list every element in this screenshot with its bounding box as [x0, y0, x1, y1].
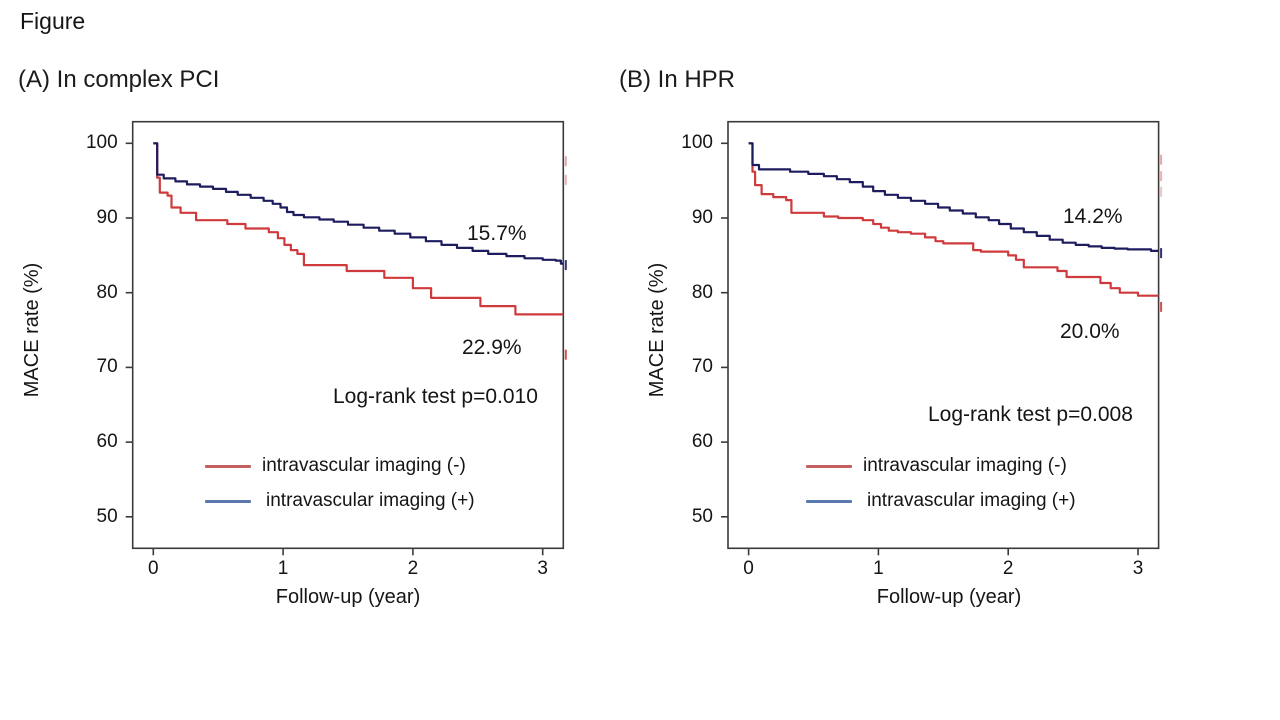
x-axis-label: Follow-up (year)	[275, 586, 421, 608]
legend-line-imaging-minus	[806, 465, 852, 468]
panel-a-complex-pci: (A) In complex PCI MACE rate (%) Follow-…	[18, 66, 548, 608]
y-tick-label-50: 50	[96, 505, 118, 527]
y-tick-label-80: 80	[691, 281, 713, 303]
x-tick-label-2: 2	[407, 558, 419, 580]
y-axis-label: MACE rate (%)	[646, 262, 668, 398]
y-tick-label-90: 90	[691, 207, 713, 228]
legend-label-imaging-minus: intravascular imaging (-)	[262, 455, 466, 476]
x-axis-label: Follow-up (year)	[876, 586, 1022, 608]
y-tick-label-70: 70	[96, 356, 118, 378]
y-tick-label-100: 100	[681, 132, 713, 154]
y-axis-label: MACE rate (%)	[21, 262, 43, 398]
x-tick-label-0: 0	[148, 558, 159, 580]
panel-b-hpr: (B) In HPR MACE rate (%) Follow-up (year…	[601, 0, 1280, 720]
x-tick-label-3: 3	[1132, 558, 1144, 580]
event-rate-label-imaging-minus: 22.9%	[462, 336, 522, 359]
event-rate-label-imaging-plus: 15.7%	[467, 222, 527, 245]
logrank-p-value: Log-rank test p=0.010	[333, 385, 538, 408]
legend-line-imaging-plus	[205, 500, 251, 503]
panel-a-title: (A) In complex PCI	[18, 66, 220, 93]
legend-label-imaging-plus: intravascular imaging (+)	[266, 490, 475, 511]
x-tick-label-0: 0	[743, 558, 754, 580]
y-tick-label-100: 100	[85, 132, 118, 154]
logrank-p-value: Log-rank test p=0.008	[928, 403, 1133, 426]
x-tick-label-1: 1	[277, 558, 289, 580]
x-tick-label-2: 2	[1002, 558, 1014, 580]
figure-label: Figure	[20, 8, 86, 34]
y-tick-label-70: 70	[691, 356, 713, 378]
panel-b-title: (B) In HPR	[619, 66, 736, 93]
x-tick-label-1: 1	[873, 558, 884, 580]
y-tick-label-90: 90	[96, 207, 118, 228]
legend-label-imaging-plus: intravascular imaging (+)	[867, 490, 1076, 511]
legend-line-imaging-minus	[205, 465, 251, 468]
y-tick-label-50: 50	[691, 505, 713, 527]
event-rate-label-imaging-minus: 20.0%	[1060, 320, 1120, 343]
legend-line-imaging-plus	[806, 500, 852, 503]
y-tick-label-60: 60	[96, 431, 118, 453]
x-tick-label-3: 3	[537, 558, 548, 580]
y-tick-label-80: 80	[96, 281, 118, 303]
event-rate-label-imaging-plus: 14.2%	[1063, 205, 1123, 228]
y-tick-label-60: 60	[691, 431, 713, 453]
legend-label-imaging-minus: intravascular imaging (-)	[863, 455, 1067, 476]
